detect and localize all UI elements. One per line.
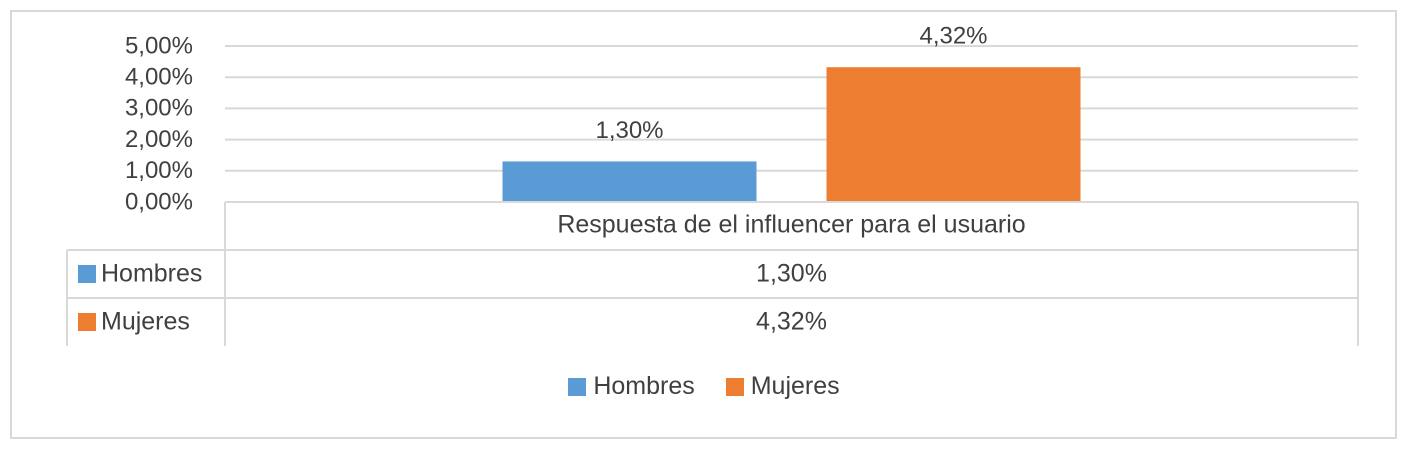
- y-tick-label: 2,00%: [125, 126, 193, 153]
- data-label-mujeres: 4,32%: [919, 23, 987, 50]
- table-swatch-mujeres: [78, 313, 96, 331]
- y-tick-label: 5,00%: [125, 32, 193, 59]
- legend-label-mujeres: Mujeres: [750, 372, 840, 400]
- legend-item-hombres: Hombres: [568, 372, 695, 401]
- chart-frame: [10, 10, 1397, 439]
- table-series-name-hombres: Hombres: [101, 260, 202, 288]
- legend-swatch-hombres: [568, 377, 587, 396]
- y-tick-label: 4,00%: [125, 64, 193, 91]
- y-tick-label: 0,00%: [125, 188, 193, 215]
- legend-item-mujeres: Mujeres: [725, 372, 840, 401]
- table-category-header: Respuesta de el influencer para el usuar…: [557, 211, 1025, 239]
- bar-mujeres: [826, 67, 1081, 202]
- table-value-mujeres: 4,32%: [756, 308, 827, 336]
- y-tick-label: 3,00%: [125, 95, 193, 122]
- y-tick-label: 1,00%: [125, 157, 193, 184]
- chart-legend: Hombres Mujeres: [0, 372, 1408, 403]
- table-swatch-hombres: [78, 265, 96, 283]
- data-label-hombres: 1,30%: [595, 117, 663, 144]
- table-series-name-mujeres: Mujeres: [101, 308, 190, 336]
- table-value-hombres: 1,30%: [756, 260, 827, 288]
- bar-hombres: [502, 161, 757, 202]
- legend-label-hombres: Hombres: [593, 372, 695, 400]
- legend-swatch-mujeres: [725, 377, 744, 396]
